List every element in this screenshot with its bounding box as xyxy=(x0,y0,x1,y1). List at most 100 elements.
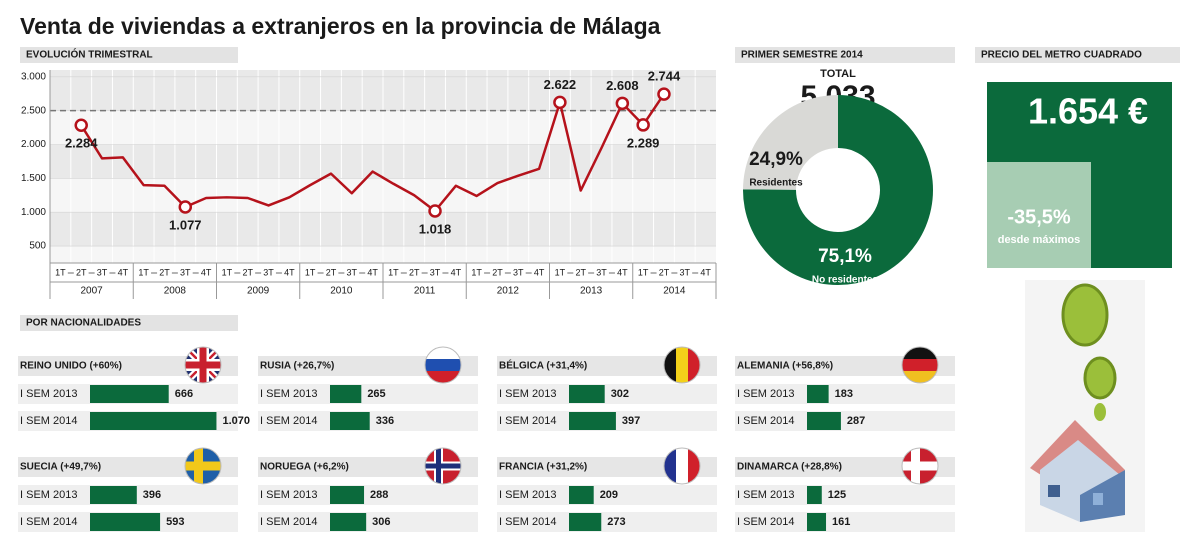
category-label: I SEM 2014 xyxy=(499,516,556,528)
category-label: I SEM 2013 xyxy=(20,489,77,501)
data-label: 287 xyxy=(847,415,865,427)
coin xyxy=(1083,356,1117,400)
flag-part xyxy=(185,461,221,471)
bar xyxy=(330,513,367,531)
flag xyxy=(425,448,461,484)
data-label: 2.622 xyxy=(544,77,577,92)
series-line xyxy=(80,93,666,213)
price-drop-box xyxy=(987,162,1091,268)
data-label: 209 xyxy=(600,489,618,501)
bar-header-bg xyxy=(18,356,238,376)
pie-slice xyxy=(743,95,838,190)
pie-slice xyxy=(743,95,934,286)
flag-rim xyxy=(663,346,701,384)
flag xyxy=(664,347,700,383)
flag-part xyxy=(688,448,700,484)
category-label: I SEM 2013 xyxy=(499,489,556,501)
row-bg xyxy=(735,512,955,532)
x-tick-label: 4T xyxy=(451,267,462,277)
flag-part xyxy=(185,361,221,369)
section-header: PRECIO DEL METRO CUADRADO xyxy=(981,50,1142,61)
x-tick-label: 3T xyxy=(596,267,607,277)
flag-part xyxy=(425,371,461,383)
row-bg xyxy=(258,384,478,404)
flag-part xyxy=(676,448,689,484)
price-change-note: desde máximos xyxy=(998,234,1081,246)
flag xyxy=(185,347,221,383)
bar xyxy=(807,412,841,430)
bar xyxy=(330,486,365,504)
data-label: 1.077 xyxy=(169,217,202,232)
x-tick-label: 3T xyxy=(263,267,274,277)
bar-header-bg xyxy=(497,457,717,477)
category-label: I SEM 2014 xyxy=(20,516,77,528)
x-tick-label: 3T xyxy=(180,267,191,277)
x-tick-label: 2T xyxy=(76,267,87,277)
data-label: 125 xyxy=(828,489,846,501)
bar-header-bg xyxy=(18,457,238,477)
flag-rim xyxy=(424,447,462,485)
row-bg xyxy=(258,485,478,505)
flag-rim xyxy=(184,346,222,384)
group-label: 2013 xyxy=(580,286,603,297)
x-tick-label: 2T xyxy=(242,267,253,277)
data-label: 306 xyxy=(372,516,390,528)
flag-part xyxy=(902,461,938,471)
flag-part xyxy=(676,347,689,383)
x-tick-label: 4T xyxy=(534,267,545,277)
group-label: 2014 xyxy=(663,286,686,297)
row-bg xyxy=(735,485,955,505)
x-tick-label: 2T xyxy=(575,267,586,277)
category-label: I SEM 2013 xyxy=(499,388,556,400)
bar-header-bg xyxy=(735,457,955,477)
flag-rim xyxy=(901,346,939,384)
section-header: POR NACIONALIDADES xyxy=(26,318,141,329)
page-title: Venta de viviendas a extranjeros en la p… xyxy=(20,13,661,39)
flag-rim xyxy=(901,447,939,485)
data-label: 593 xyxy=(166,516,184,528)
data-label: 2.608 xyxy=(606,78,639,93)
flag-part xyxy=(902,371,938,383)
bar xyxy=(569,385,605,403)
flag xyxy=(664,448,700,484)
x-tick-label: 2T xyxy=(326,267,337,277)
category-label: I SEM 2014 xyxy=(260,516,317,528)
section-header-bg xyxy=(975,47,1180,63)
x-tick-label: 1T xyxy=(638,267,649,277)
data-label: 288 xyxy=(370,489,388,501)
flag-part xyxy=(664,448,677,484)
bar-title: DINAMARCA (+28,8%) xyxy=(737,462,842,473)
row-bg xyxy=(735,411,955,431)
bar-header-bg xyxy=(258,356,478,376)
x-tick-label: 1T xyxy=(305,267,316,277)
house-window xyxy=(1093,493,1103,505)
bar xyxy=(807,513,827,531)
category-label: I SEM 2014 xyxy=(737,516,794,528)
data-label: 273 xyxy=(607,516,625,528)
x-tick-label: 3T xyxy=(347,267,358,277)
data-label: 2.289 xyxy=(627,135,660,150)
bar xyxy=(90,486,137,504)
flag-part xyxy=(425,463,461,469)
group-label: 2010 xyxy=(330,286,353,297)
x-tick-label: 2T xyxy=(159,267,170,277)
flag-part xyxy=(664,347,677,383)
flag-part xyxy=(902,359,938,372)
x-tick-label: 3T xyxy=(680,267,691,277)
bar xyxy=(569,513,602,531)
section-header-bg xyxy=(735,47,955,63)
point-marker xyxy=(657,87,671,101)
data-label: 2.744 xyxy=(648,69,681,84)
x-tick-label: 4T xyxy=(118,267,129,277)
bar xyxy=(330,385,362,403)
data-label: 397 xyxy=(622,415,640,427)
bar xyxy=(90,385,169,403)
data-label: 1.070 xyxy=(222,415,250,427)
data-label: 24,9% xyxy=(749,149,803,170)
bar xyxy=(807,385,829,403)
bar-title: FRANCIA (+31,2%) xyxy=(499,462,587,473)
row-bg xyxy=(497,384,717,404)
data-label: 183 xyxy=(835,388,853,400)
point-marker xyxy=(553,95,567,110)
y-tick-label: 1.000 xyxy=(21,207,46,218)
